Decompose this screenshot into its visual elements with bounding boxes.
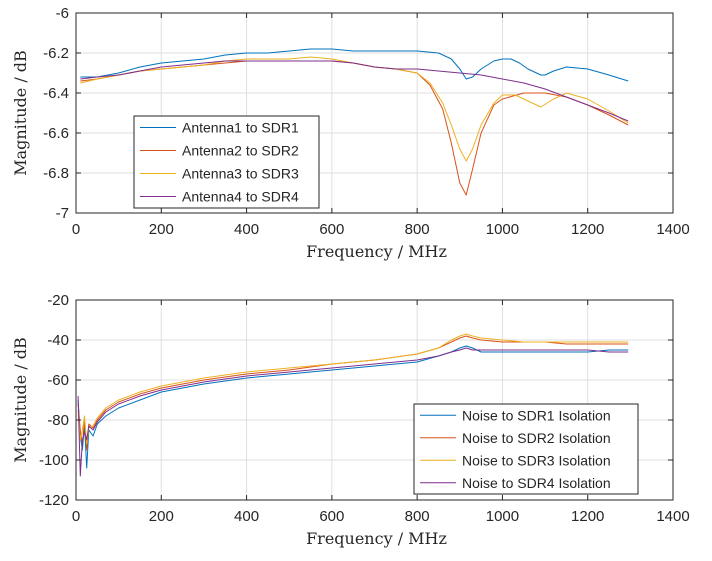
y-tick-label: -60 [47,372,69,389]
y-tick-label: -6.8 [43,165,69,182]
legend: Antenna1 to SDR1 Antenna2 to SDR2 Antenna3… [133,115,320,209]
legend-label-1: Antenna1 to SDR1 [182,120,299,136]
series-line-4 [77,347,629,477]
legend-label-4: Antenna4 to SDR4 [182,189,299,205]
legend-label-2: Noise to SDR2 Isolation [462,430,611,446]
x-tick-label: 800 [405,508,430,525]
x-tick-label: 600 [319,221,344,238]
x-tick-label: 600 [319,508,344,525]
x-tick-label: 1000 [486,221,519,238]
x-tick-label: 1400 [656,221,689,238]
y-tick-label: -6 [56,5,69,22]
y-tick-label: -7 [56,205,69,222]
axes-box [75,12,674,214]
chart-noise-isolation: 0 200 400 600 800 1000 1200 1400 -120 -100 -80 -60 -… [11,292,690,548]
legend-box [413,403,639,495]
y-axis-label: Magnitude / dB [11,50,30,176]
y-tick-label: -6.2 [43,45,69,62]
x-tick-label: 0 [72,508,80,525]
x-tick-label: 400 [234,508,259,525]
legend: Noise to SDR1 Isolation Noise to SDR2 Iso… [413,403,639,495]
series-line-4 [80,60,629,122]
legend-label-4: Noise to SDR4 Isolation [462,475,611,491]
legend-label-3: Noise to SDR3 Isolation [462,452,611,468]
y-tick-label: -80 [47,412,69,429]
x-axis-label: Frequency / MHz [306,529,447,548]
series-line-1 [80,48,629,82]
legend-label-3: Antenna3 to SDR3 [182,166,299,182]
legend-label-2: Antenna2 to SDR2 [182,143,299,159]
y-tick-label: -6.4 [43,85,69,102]
axes-box [75,299,674,501]
legend-box [133,115,320,209]
y-tick-label: -6.6 [43,125,69,142]
y-tick-label: -100 [39,452,69,469]
x-tick-label: 1200 [571,508,604,525]
x-tick-label: 0 [72,221,80,238]
x-tick-label: 1000 [486,508,519,525]
y-tick-label: -120 [39,492,69,509]
x-tick-label: 200 [149,508,174,525]
series-line-3 [80,56,629,162]
y-tick-label: -20 [47,292,69,309]
x-tick-label: 200 [149,221,174,238]
x-tick-label: 1200 [571,221,604,238]
x-tick-label: 400 [234,221,259,238]
legend-label-1: Noise to SDR1 Isolation [462,407,611,423]
chart-antenna-magnitude: 0 200 400 600 800 1000 1200 1400 -7 -6.8 -6.6 -6.4 -… [11,5,690,261]
y-axis-label: Magnitude / dB [11,337,30,463]
x-tick-label: 800 [405,221,430,238]
y-tick-label: -40 [47,332,69,349]
x-axis-label: Frequency / MHz [306,242,447,261]
x-tick-label: 1400 [656,508,689,525]
